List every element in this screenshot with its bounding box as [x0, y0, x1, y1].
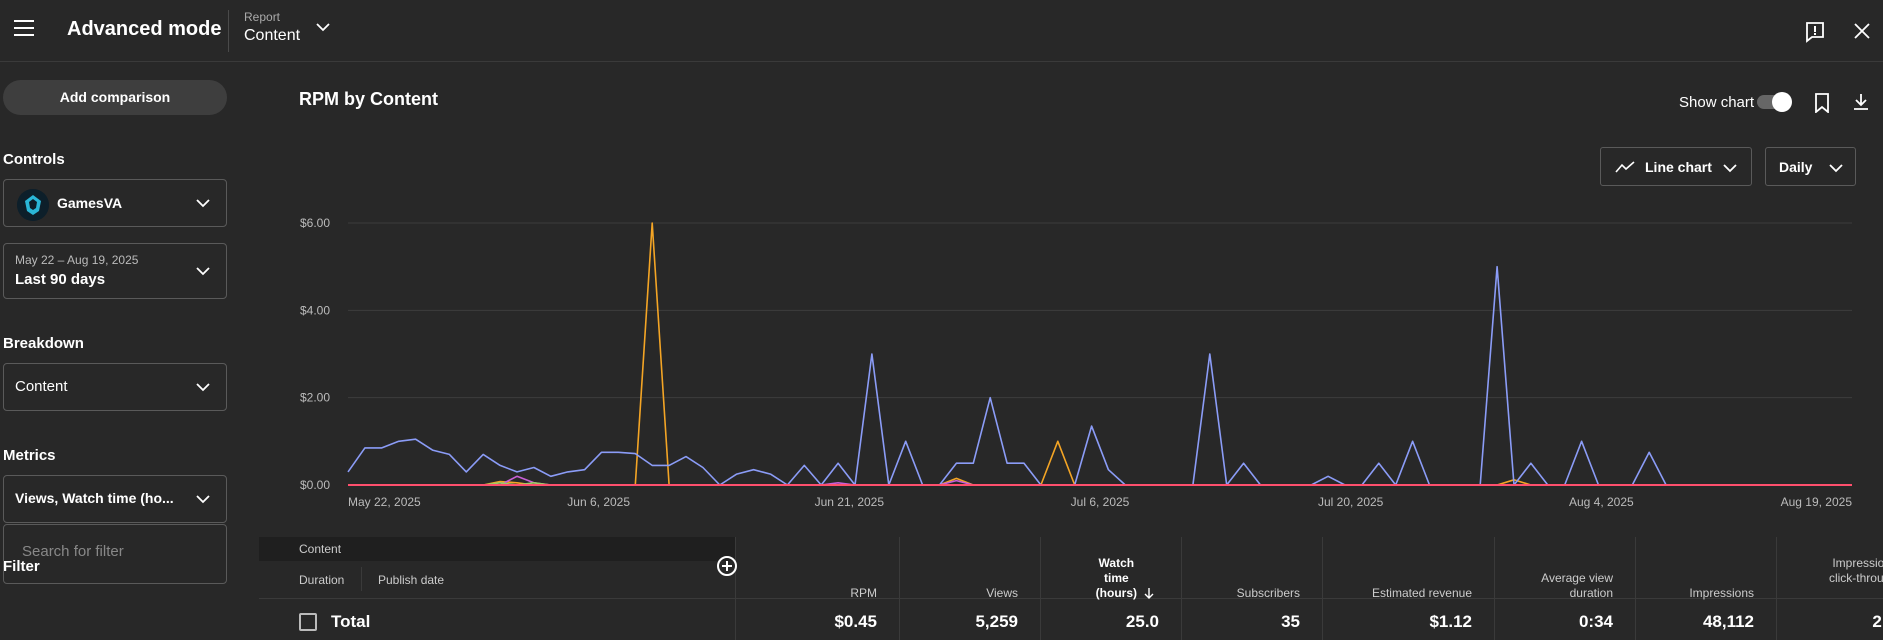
divider: [735, 537, 736, 640]
divider: [1322, 537, 1323, 640]
x-tick-label: Jul 6, 2025: [1071, 495, 1130, 509]
total-watch-time: 25.0: [1125, 612, 1159, 631]
report-selector[interactable]: Report Content: [244, 10, 300, 45]
estimated-revenue-column-header[interactable]: Estimated revenue: [1371, 586, 1472, 600]
series-line-2[interactable]: [348, 475, 1852, 486]
add-column-button[interactable]: [717, 556, 737, 576]
x-tick-label: Jul 20, 2025: [1318, 495, 1384, 509]
total-ctr: 2.5: [1872, 612, 1883, 631]
y-tick-label: $4.00: [300, 303, 330, 317]
divider: [1040, 537, 1041, 640]
chevron-down-icon[interactable]: [316, 22, 330, 32]
y-tick-label: $6.00: [300, 216, 330, 230]
total-row-checkbox[interactable]: [299, 613, 317, 631]
total-views: 5,259: [975, 612, 1018, 631]
divider: [1181, 537, 1182, 640]
rpm-line-chart: $6.00 $4.00 $2.00 $0.00 May 22, 2025 Jun 6, 2…: [300, 216, 1853, 509]
x-tick-label: Aug 19, 2025: [1781, 495, 1853, 509]
x-tick-label: May 22, 2025: [348, 495, 421, 509]
y-tick-label: $2.00: [300, 391, 330, 405]
x-tick-label: Jun 6, 2025: [567, 495, 630, 509]
show-chart-label: Show chart: [1679, 94, 1755, 111]
chevron-down-icon: [196, 383, 210, 392]
sort-descending-icon: [1144, 588, 1154, 599]
download-icon[interactable]: [1853, 93, 1869, 111]
controls-title: Controls: [3, 151, 65, 168]
series-line-0[interactable]: [347, 265, 1852, 486]
chevron-down-icon: [196, 267, 210, 276]
date-range: May 22 – Aug 19, 2025: [15, 253, 139, 267]
divider: [361, 567, 362, 591]
total-average-view-duration: 0:34: [1578, 612, 1613, 631]
breakdown-title: Breakdown: [3, 335, 84, 352]
x-tick-label: Jun 21, 2025: [815, 495, 885, 509]
y-tick-label: $0.00: [300, 478, 330, 492]
content-header-bg: [259, 537, 735, 561]
chevron-down-icon: [196, 199, 210, 208]
metrics-title: Metrics: [3, 447, 56, 464]
views-column-header[interactable]: Views: [986, 586, 1018, 600]
chart-type-label: Line chart: [1645, 159, 1712, 175]
subscribers-column-header[interactable]: Subscribers: [1236, 586, 1300, 600]
ctr-column-header[interactable]: Impressionsclick-throughra: [1828, 556, 1883, 585]
duration-header[interactable]: Duration: [299, 573, 345, 587]
granularity-dropdown[interactable]: Daily: [1765, 147, 1856, 186]
metrics-value: Views, Watch time (ho...: [15, 490, 174, 506]
total-rpm: $0.45: [834, 612, 877, 631]
divider: [228, 10, 229, 52]
show-chart-toggle[interactable]: [1757, 92, 1792, 112]
channel-dropdown[interactable]: GamesVA: [3, 179, 227, 227]
close-icon[interactable]: [1853, 22, 1871, 40]
chevron-down-icon: [1723, 164, 1737, 173]
divider: [899, 537, 900, 640]
divider: [1494, 537, 1495, 640]
divider: [259, 598, 1883, 599]
avatar: [17, 189, 49, 221]
content-header[interactable]: Content: [299, 542, 342, 556]
sidebar: Add comparison Controls GamesVA May 22 –…: [0, 63, 258, 640]
breakdown-value: Content: [15, 378, 68, 395]
line-chart-icon: [1615, 161, 1635, 173]
publish-date-header[interactable]: Publish date: [378, 573, 445, 587]
x-tick-label: Aug 4, 2025: [1569, 495, 1634, 509]
impressions-column-header[interactable]: Impressions: [1689, 586, 1754, 600]
metrics-dropdown[interactable]: Views, Watch time (ho...: [3, 475, 227, 523]
chevron-down-icon: [196, 495, 210, 504]
total-label: Total: [331, 612, 371, 631]
bookmark-icon[interactable]: [1814, 93, 1830, 113]
date-range-dropdown[interactable]: May 22 – Aug 19, 2025 Last 90 days: [3, 243, 227, 299]
channel-name: GamesVA: [57, 195, 123, 211]
total-impressions: 48,112: [1702, 612, 1754, 631]
chevron-down-icon: [1829, 164, 1843, 173]
chart-title: RPM by Content: [299, 89, 438, 109]
add-comparison-button[interactable]: Add comparison: [3, 80, 227, 115]
top-bar: Advanced mode Report Content: [0, 0, 1883, 62]
chart-type-dropdown[interactable]: Line chart: [1600, 147, 1752, 186]
date-preset: Last 90 days: [15, 271, 106, 288]
total-subscribers: 35: [1281, 612, 1300, 631]
toggle-knob: [1772, 92, 1792, 112]
breakdown-dropdown[interactable]: Content: [3, 363, 227, 411]
page-title: Advanced mode: [67, 18, 222, 40]
data-table: Content Duration Publish date RPM Views …: [259, 537, 1883, 640]
total-estimated-revenue: $1.12: [1429, 612, 1472, 631]
divider: [1776, 537, 1777, 640]
report-value: Content: [244, 27, 301, 44]
rpm-column-header[interactable]: RPM: [850, 586, 877, 600]
divider: [1635, 537, 1636, 640]
menu-icon[interactable]: [14, 20, 34, 36]
feedback-icon[interactable]: [1805, 21, 1825, 43]
average-view-duration-column-header[interactable]: Average view duration: [1541, 571, 1613, 600]
granularity-label: Daily: [1779, 159, 1813, 175]
watch-time-column-header[interactable]: Watch time (hours): [1040, 547, 1181, 607]
filter-search-input[interactable]: [3, 524, 227, 584]
report-label: Report: [244, 10, 281, 24]
